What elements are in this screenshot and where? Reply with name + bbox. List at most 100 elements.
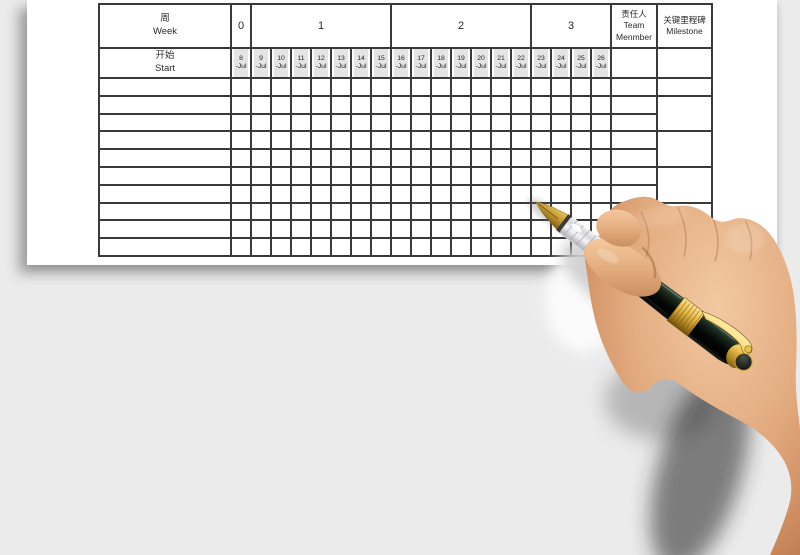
day-cell	[412, 79, 430, 95]
day-cell	[392, 203, 410, 220]
day-cell	[412, 150, 430, 166]
day-cell	[532, 239, 550, 255]
team-cell	[612, 132, 656, 149]
week-group-cell: 3	[532, 5, 610, 47]
day-cell	[372, 79, 390, 95]
day-cell	[512, 185, 530, 202]
day-cell	[412, 167, 430, 184]
date-cell: 20 -Jul	[472, 49, 490, 77]
day-cell	[432, 114, 450, 131]
day-cell	[372, 203, 390, 220]
week-header-en: Week	[152, 26, 178, 37]
date-cell: 16 -Jul	[392, 49, 410, 77]
day-cell	[332, 132, 350, 149]
day-cell	[432, 239, 450, 255]
date-month-suffix: -Jul	[455, 63, 467, 70]
date-month-suffix: -Jul	[475, 63, 487, 70]
week-header-cell: 周 Week	[100, 5, 230, 47]
day-cell	[392, 185, 410, 202]
day-cell	[252, 221, 270, 238]
day-cell	[532, 79, 550, 95]
day-cell	[592, 132, 610, 149]
date-day: 18	[437, 54, 445, 62]
day-cell	[392, 167, 410, 184]
team-cell	[612, 221, 656, 238]
date-day: 11	[297, 54, 305, 62]
date-month-suffix: -Jul	[335, 63, 347, 70]
day-cell	[232, 167, 250, 184]
palm-shadow	[605, 360, 715, 440]
day-cell	[472, 114, 490, 131]
team-cell	[612, 239, 656, 255]
day-cell	[412, 221, 430, 238]
date-month-suffix: -Jul	[575, 63, 587, 70]
day-cell	[392, 96, 410, 113]
day-cell	[512, 167, 530, 184]
team-cell	[612, 96, 656, 113]
day-cell	[252, 96, 270, 113]
date-month-suffix: -Jul	[315, 63, 327, 70]
day-cell	[532, 132, 550, 149]
day-cell	[312, 79, 330, 95]
day-cell	[592, 114, 610, 131]
day-cell	[532, 150, 550, 166]
day-cell	[552, 79, 570, 95]
milestone-subheader-cell	[658, 49, 711, 77]
day-cell	[392, 79, 410, 95]
pen-cap	[687, 313, 746, 366]
week-header-zh: 周	[160, 13, 170, 25]
task-cell	[100, 239, 230, 255]
team-cell	[612, 114, 656, 131]
day-cell	[492, 167, 510, 184]
team-member-header-cell: 责任人 Team Menmber	[612, 5, 656, 47]
day-cell	[572, 185, 590, 202]
day-cell	[512, 221, 530, 238]
day-cell	[552, 150, 570, 166]
day-cell	[492, 150, 510, 166]
day-cell	[232, 79, 250, 95]
date-cell: 10 -Jul	[272, 49, 290, 77]
day-cell	[412, 203, 430, 220]
team-cell	[612, 203, 656, 220]
day-cell	[252, 114, 270, 131]
date-day: 16	[397, 54, 405, 62]
day-cell	[472, 96, 490, 113]
day-cell	[312, 167, 330, 184]
day-cell	[352, 132, 370, 149]
date-day: 17	[417, 54, 425, 62]
day-cell	[272, 96, 290, 113]
task-cell	[100, 114, 230, 131]
pen-clip	[701, 310, 753, 355]
team-cell	[612, 185, 656, 202]
task-cell	[100, 79, 230, 95]
start-header-cell: 开始 Start	[100, 49, 230, 77]
day-cell	[332, 239, 350, 255]
day-cell	[492, 114, 510, 131]
day-cell	[552, 114, 570, 131]
day-cell	[512, 132, 530, 149]
team-subheader-cell	[612, 49, 656, 77]
day-cell	[232, 150, 250, 166]
date-day: 19	[457, 54, 465, 62]
day-cell	[332, 185, 350, 202]
date-day: 23	[537, 54, 545, 62]
day-cell	[292, 96, 310, 113]
milestone-header-zh: 关键里程碑	[663, 14, 706, 25]
day-cell	[232, 239, 250, 255]
day-cell	[352, 203, 370, 220]
day-cell	[572, 203, 590, 220]
day-cell	[472, 239, 490, 255]
day-cell	[252, 203, 270, 220]
day-cell	[332, 167, 350, 184]
day-cell	[532, 185, 550, 202]
date-month-suffix: -Jul	[395, 63, 407, 70]
date-cell: 9 -Jul	[252, 49, 270, 77]
day-cell	[272, 185, 290, 202]
day-cell	[572, 221, 590, 238]
day-cell	[272, 239, 290, 255]
day-cell	[352, 79, 370, 95]
milestone-header-cell: 关键里程碑 Milestone	[658, 5, 711, 47]
date-month-suffix: -Jul	[435, 63, 447, 70]
task-cell	[100, 150, 230, 166]
day-cell	[312, 221, 330, 238]
